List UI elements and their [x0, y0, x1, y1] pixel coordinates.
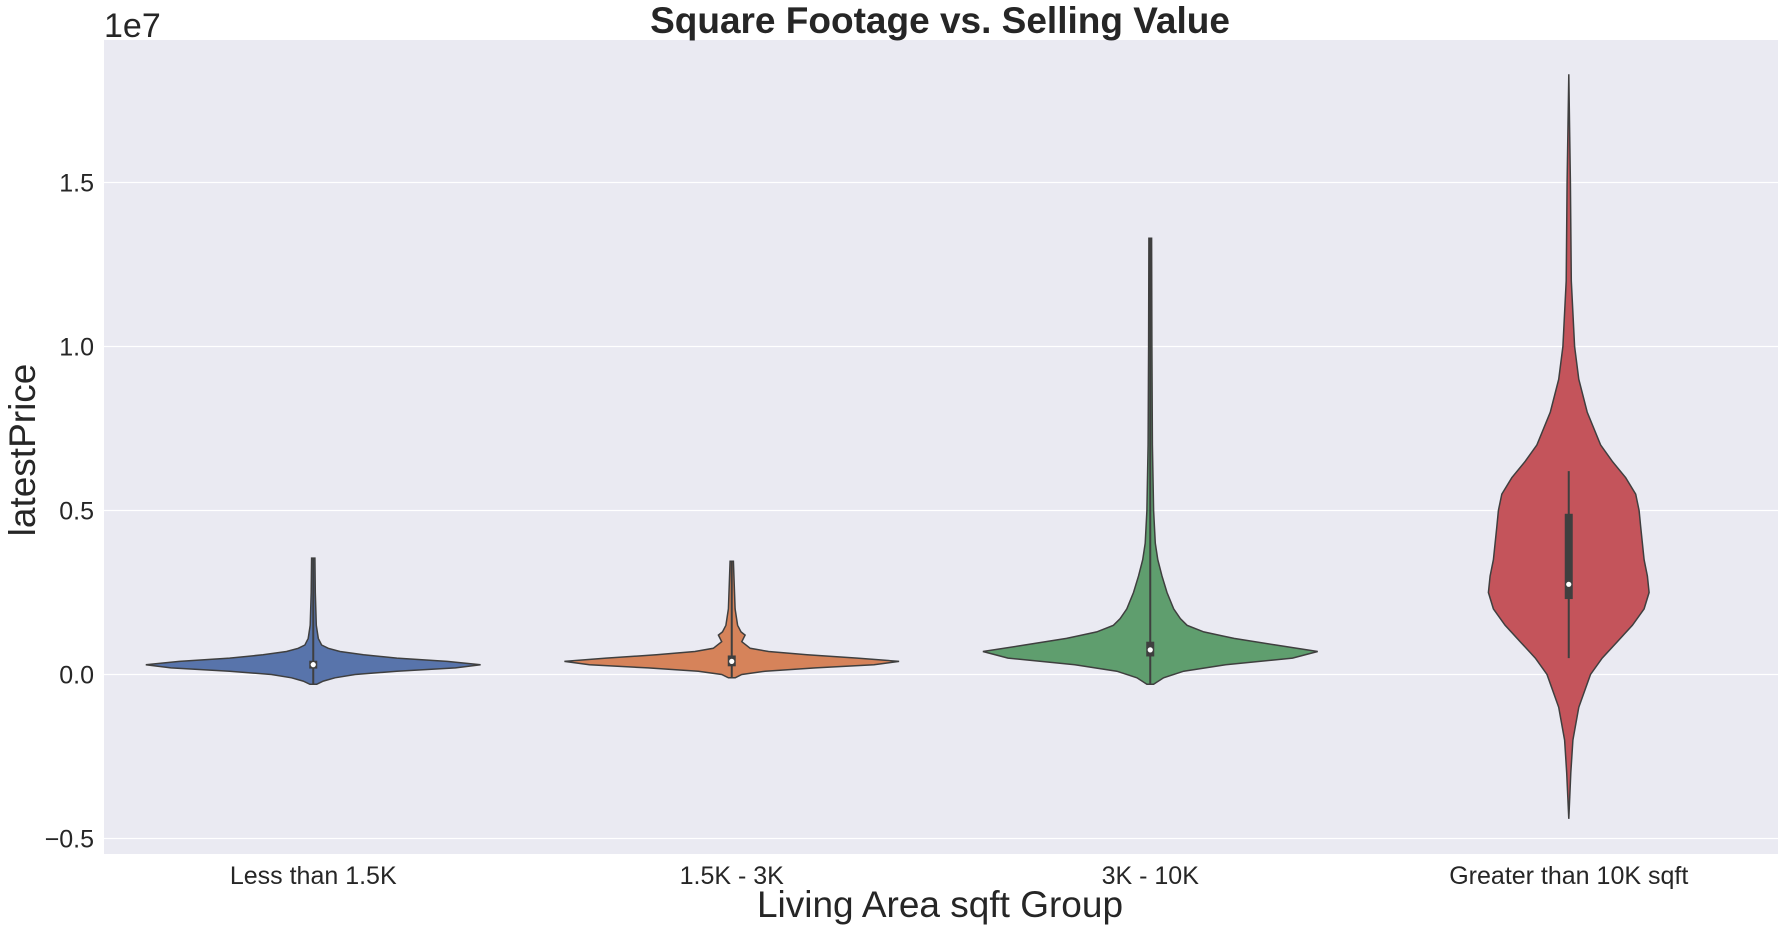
- violin-median: [1566, 581, 1572, 587]
- gridlines: [104, 181, 1778, 840]
- violins: [145, 74, 1650, 819]
- y-tick-label: 1.0: [59, 334, 94, 362]
- y-tick-label: 1.5: [59, 170, 94, 198]
- y-axis-ticks: −0.5 0.0 0.5 1.0 1.5: [45, 170, 94, 854]
- x-axis-label: Living Area sqft Group: [757, 884, 1123, 925]
- x-tick-label: 1.5K - 3K: [680, 862, 785, 890]
- plot-area: [104, 40, 1778, 854]
- x-tick-label: Greater than 10K sqft: [1449, 862, 1688, 890]
- violin-4: [1487, 74, 1650, 819]
- violin-median: [1147, 647, 1153, 653]
- y-tick-label: 0.0: [59, 662, 94, 690]
- y-tick-label: −0.5: [45, 826, 94, 854]
- x-tick-label: Less than 1.5K: [230, 862, 397, 890]
- violin-median: [729, 658, 735, 664]
- y-axis-label: latestPrice: [2, 364, 43, 537]
- x-tick-label: 3K - 10K: [1102, 862, 1200, 890]
- x-axis-ticks: Less than 1.5K 1.5K - 3K 3K - 10K Greater t…: [230, 862, 1688, 890]
- y-axis-offset-label: 1e7: [104, 7, 161, 45]
- chart-title: Square Footage vs. Selling Value: [650, 0, 1230, 41]
- y-tick-label: 0.5: [59, 498, 94, 526]
- violin-iqr-box: [1564, 513, 1573, 600]
- violin-median: [310, 662, 316, 668]
